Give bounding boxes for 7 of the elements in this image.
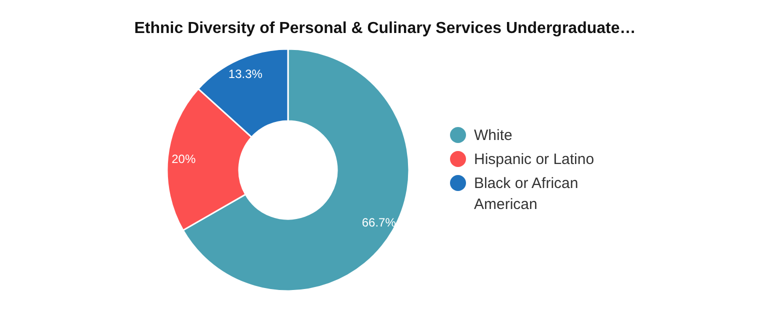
chart-title: Ethnic Diversity of Personal & Culinary Services Undergraduate… <box>134 20 636 37</box>
legend-label: Hispanic or Latino <box>474 150 594 168</box>
data-label: 20% <box>172 152 196 166</box>
data-label: 66.7% <box>362 216 396 230</box>
legend-label: White <box>474 126 512 144</box>
legend-label: Black or African American <box>474 174 578 212</box>
data-label: 13.3% <box>228 67 263 82</box>
